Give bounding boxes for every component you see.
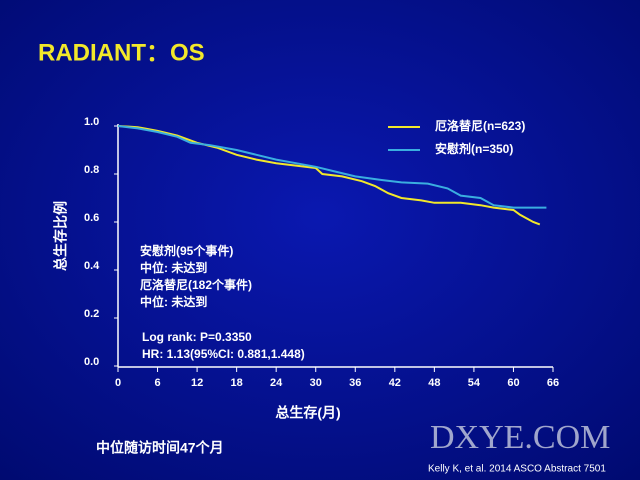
- x-tick-label: 0: [115, 377, 121, 389]
- survival-line: [117, 125, 547, 209]
- annotation: 厄洛替尼(182个事件): [140, 277, 252, 292]
- x-tick-label: 18: [231, 377, 243, 389]
- citation: Kelly K, et al. 2014 ASCO Abstract 7501: [428, 464, 606, 475]
- y-tick-label: 0.6: [84, 212, 99, 224]
- annotation: 安慰剂(95个事件): [140, 243, 233, 258]
- annotation: HR: 1.13(95%CI: 0.881,1.448): [142, 347, 305, 361]
- x-tick-label: 66: [547, 377, 559, 389]
- legend-label: 安慰剂(n=350): [435, 141, 513, 156]
- x-axis-label: 总生存(月): [275, 405, 340, 421]
- y-tick-label: 0.8: [84, 164, 99, 176]
- x-tick-label: 12: [191, 377, 203, 389]
- x-tick-label: 60: [507, 377, 519, 389]
- y-tick-label: 0.4: [84, 260, 100, 272]
- y-tick-label: 0.2: [84, 308, 99, 320]
- watermark: DXYE.COM: [430, 419, 610, 456]
- x-tick-label: 54: [468, 377, 481, 389]
- x-tick-label: 36: [349, 377, 361, 389]
- chart-title: RADIANT：OS: [38, 39, 205, 66]
- annotation: 中位: 未达到: [140, 294, 207, 309]
- annotation: 中位: 未达到: [140, 260, 207, 275]
- x-tick-label: 30: [310, 377, 322, 389]
- footnote: 中位随访时间47个月: [96, 440, 224, 456]
- x-tick-label: 42: [389, 377, 401, 389]
- y-tick-label: 0.0: [84, 356, 99, 368]
- y-tick-label: 1.0: [84, 116, 99, 128]
- x-tick-label: 6: [154, 377, 160, 389]
- legend-label: 厄洛替尼(n=623): [435, 118, 525, 133]
- y-axis-label: 总生存比例: [53, 201, 69, 271]
- x-tick-label: 48: [428, 377, 440, 389]
- annotation: Log rank: P=0.3350: [142, 330, 252, 344]
- x-tick-label: 24: [270, 377, 283, 389]
